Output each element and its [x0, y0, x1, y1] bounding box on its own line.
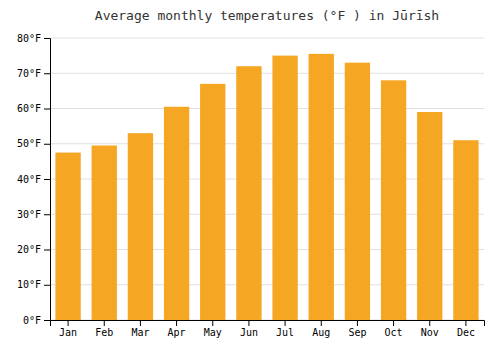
y-tick-mark [44, 320, 50, 321]
x-tick-label: Apr [168, 327, 186, 338]
x-tick-label: Oct [385, 327, 403, 338]
x-tick-mark [212, 320, 213, 326]
x-tick-label: Jun [240, 327, 258, 338]
y-tick-label: 50°F [17, 138, 41, 149]
y-tick: 40°F [17, 174, 50, 185]
y-tick-mark [44, 73, 50, 74]
x-tick-mark [429, 320, 430, 326]
x-tick-label: Aug [312, 327, 330, 338]
x-tick-label: May [204, 327, 222, 338]
y-tick: 80°F [17, 33, 50, 44]
y-axis-line [44, 39, 51, 321]
bar [128, 133, 153, 320]
x-tick-mark [357, 320, 358, 326]
x-tick: Nov [421, 320, 439, 338]
x-tick-mark [248, 320, 249, 326]
y-tick-mark [44, 109, 50, 110]
x-tick: Sep [348, 320, 366, 338]
bar [164, 107, 189, 320]
x-tick-mark [104, 320, 105, 326]
x-tick: Jun [240, 320, 258, 338]
x-tick-mark [465, 320, 466, 326]
bar [200, 84, 225, 320]
y-tick-label: 0°F [23, 315, 41, 326]
y-tick-mark [44, 144, 50, 145]
y-tick: 20°F [17, 244, 50, 255]
x-tick: Aug [312, 320, 330, 338]
grid-line [50, 38, 484, 39]
bar [309, 54, 334, 320]
y-tick-label: 40°F [17, 174, 41, 185]
y-tick-label: 70°F [17, 68, 41, 79]
grid-line [50, 108, 484, 109]
x-tick: Dec [457, 320, 475, 338]
y-tick: 10°F [17, 279, 50, 290]
x-tick-label: Feb [95, 327, 113, 338]
grid-line [50, 73, 484, 74]
y-tick-mark [44, 38, 50, 39]
chart: Average monthly temperatures (°F ) in Jū… [0, 0, 500, 350]
y-tick-label: 60°F [17, 103, 41, 114]
x-tick-label: Mar [131, 327, 149, 338]
y-tick: 0°F [23, 315, 50, 326]
chart-title: Average monthly temperatures (°F ) in Jū… [95, 8, 439, 23]
x-tick-mark [321, 320, 322, 326]
bar [92, 146, 117, 320]
x-tick: Feb [95, 320, 113, 338]
x-tick-label: Nov [421, 327, 439, 338]
grid [50, 38, 484, 320]
bar [381, 80, 406, 320]
bars [55, 54, 478, 320]
y-tick: 50°F [17, 138, 50, 149]
x-axis-line [51, 321, 485, 327]
x-tick-mark [140, 320, 141, 326]
bar [453, 140, 478, 320]
x-tick-label: Sep [348, 327, 366, 338]
x-tick-label: Jul [276, 327, 294, 338]
y-tick-mark [44, 179, 50, 180]
x-tick: Mar [131, 320, 149, 338]
x-tick: May [204, 320, 222, 338]
x-tick: Oct [385, 320, 403, 338]
y-tick-mark [44, 285, 50, 286]
x-tick-label: Dec [457, 327, 475, 338]
bar [417, 112, 442, 320]
x-tick-label: Jan [59, 327, 77, 338]
x-tick: Jul [276, 320, 294, 338]
bar [55, 153, 80, 320]
y-tick-label: 80°F [17, 33, 41, 44]
x-tick: Apr [168, 320, 186, 338]
y-axis: 0°F 10°F 20°F 30°F 40°F 50°F 60°F 70°F 80°F [17, 33, 51, 326]
x-tick-mark [285, 320, 286, 326]
x-axis: Jan Feb Mar Apr May Jun Jul Aug Sep Oct Nov Dec [51, 320, 485, 338]
y-tick-label: 10°F [17, 279, 41, 290]
y-tick-mark [44, 250, 50, 251]
y-tick-mark [44, 214, 50, 215]
bar [272, 56, 297, 320]
x-tick-mark [68, 320, 69, 326]
y-tick: 70°F [17, 68, 50, 79]
y-tick: 30°F [17, 209, 50, 220]
bar [236, 66, 261, 320]
x-tick: Jan [59, 320, 77, 338]
y-tick-label: 20°F [17, 244, 41, 255]
bar [345, 63, 370, 320]
y-tick-label: 30°F [17, 209, 41, 220]
y-tick: 60°F [17, 103, 50, 114]
x-tick-mark [393, 320, 394, 326]
x-tick-mark [176, 320, 177, 326]
